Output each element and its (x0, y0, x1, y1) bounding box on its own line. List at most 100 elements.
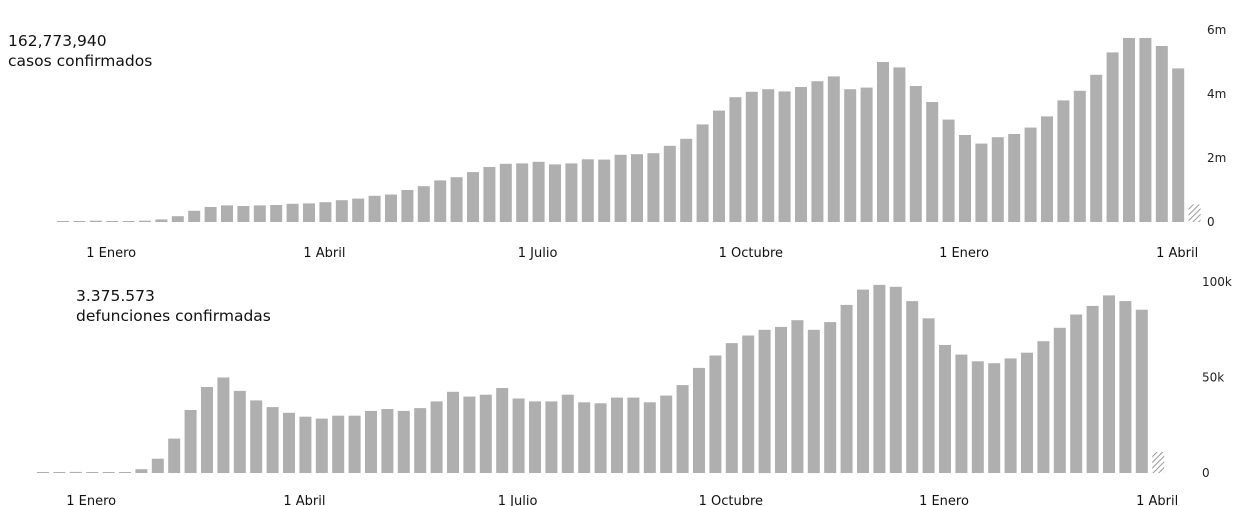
cases-bar (680, 138, 693, 222)
deaths-bar (775, 326, 787, 473)
cases-y-tick-label: 2m (1207, 151, 1226, 165)
deaths-bar (414, 408, 427, 473)
cases-y-tick-label: 0 (1207, 215, 1215, 229)
cases-bar (483, 167, 496, 222)
cases-bar (614, 154, 627, 222)
cases-x-tick-label: 1 Abril (1156, 246, 1198, 261)
deaths-x-tick-label: 1 Abril (283, 494, 325, 506)
cases-bar (319, 202, 332, 222)
cases-bar (139, 220, 151, 222)
cases-bar (106, 221, 119, 222)
cases-bar (565, 163, 578, 222)
cases-bar (122, 221, 135, 222)
cases-bar (385, 194, 397, 222)
deaths-bar (988, 363, 1001, 473)
deaths-x-tick-label: 1 Enero (919, 494, 969, 506)
deaths-total: 3.375.573 (76, 287, 155, 305)
cases-bar (647, 153, 660, 222)
cases-bar (795, 87, 807, 222)
deaths-bar (906, 301, 919, 473)
cases-bar (303, 203, 315, 222)
cases-bar (877, 62, 889, 222)
cases-y-tick-label: 4m (1207, 87, 1226, 101)
cases-bar (237, 206, 250, 222)
cases-bar (1057, 100, 1070, 222)
cases-bar (204, 207, 217, 222)
deaths-bar (233, 390, 246, 473)
deaths-bar (1053, 327, 1066, 473)
deaths-bar (922, 318, 935, 473)
cases-bar (352, 198, 365, 222)
deaths-bar (1037, 341, 1050, 473)
deaths-chart-svg: 0 50k 100k 1 Enero 1 Abril 1 Julio 1 Octubre 1 … (37, 275, 1232, 506)
cases-total: 162,773,940 (8, 32, 107, 50)
deaths-bar (742, 335, 755, 473)
deaths-bar (578, 402, 591, 473)
deaths-bar (1103, 295, 1115, 473)
cases-bar (335, 200, 348, 222)
cases-bar (991, 137, 1004, 222)
cases-bar (713, 110, 725, 222)
deaths-bar (807, 329, 820, 474)
cases-bar (909, 86, 922, 222)
deaths-bar (594, 403, 607, 473)
deaths-bar (840, 304, 853, 473)
cases-bar (762, 89, 775, 222)
deaths-headline: 3.375.573 defunciones confirmadas (76, 286, 271, 326)
cases-bar (73, 221, 86, 222)
cases-bar (368, 195, 381, 222)
cases-chart: 162,773,940 casos confirmados 0 2m 4m 6m 1 E… (8, 23, 1226, 261)
cases-bar (286, 203, 299, 222)
deaths-bar (1070, 314, 1083, 473)
deaths-bar (643, 402, 656, 473)
cases-x-tick-label: 1 Julio (518, 246, 558, 261)
deaths-bar (119, 472, 131, 473)
deaths-bar (53, 472, 66, 473)
deaths-bar (791, 320, 804, 473)
cases-bar (270, 205, 283, 222)
cases-bar-partial (1188, 204, 1201, 222)
deaths-bar (348, 415, 361, 473)
cases-bar (745, 91, 758, 222)
deaths-bar (939, 345, 951, 473)
cases-bar (598, 159, 611, 222)
cases-bar (221, 205, 233, 222)
cases-bar (926, 102, 939, 222)
cases-bar (1041, 116, 1053, 222)
cases-bar (417, 186, 430, 222)
cases-bar (253, 205, 266, 222)
cases-bar (532, 161, 545, 222)
deaths-bar (824, 322, 837, 473)
cases-bar (663, 145, 676, 222)
deaths-bar (529, 401, 541, 473)
deaths-x-tick-label: 1 Enero (66, 494, 116, 506)
deaths-bar (693, 367, 705, 473)
cases-bar (188, 210, 201, 222)
cases-bar (975, 143, 988, 222)
cases-label: casos confirmados (8, 52, 153, 70)
cases-bar (467, 172, 479, 222)
cases-bar (549, 164, 561, 222)
deaths-bar (873, 284, 886, 473)
deaths-bar (315, 418, 328, 473)
deaths-bar (365, 410, 377, 473)
cases-bar (516, 163, 529, 222)
deaths-bar (1119, 301, 1132, 473)
deaths-bar (1135, 309, 1148, 473)
deaths-label: defunciones confirmadas (76, 307, 271, 325)
deaths-y-tick-label: 100k (1202, 275, 1232, 289)
deaths-bar (709, 355, 722, 473)
deaths-bar (69, 471, 82, 473)
deaths-bar (545, 401, 558, 473)
deaths-bar (611, 397, 623, 473)
deaths-bar (758, 329, 771, 474)
cases-bar (860, 87, 873, 222)
deaths-bar (266, 407, 279, 473)
cases-bar (844, 89, 857, 222)
deaths-bar (857, 289, 869, 473)
cases-bar (1123, 38, 1135, 222)
cases-bar (1024, 127, 1037, 222)
deaths-bar (725, 343, 738, 473)
cases-x-tick-label: 1 Abril (303, 246, 345, 261)
cases-x-tick-label: 1 Octubre (719, 246, 783, 261)
